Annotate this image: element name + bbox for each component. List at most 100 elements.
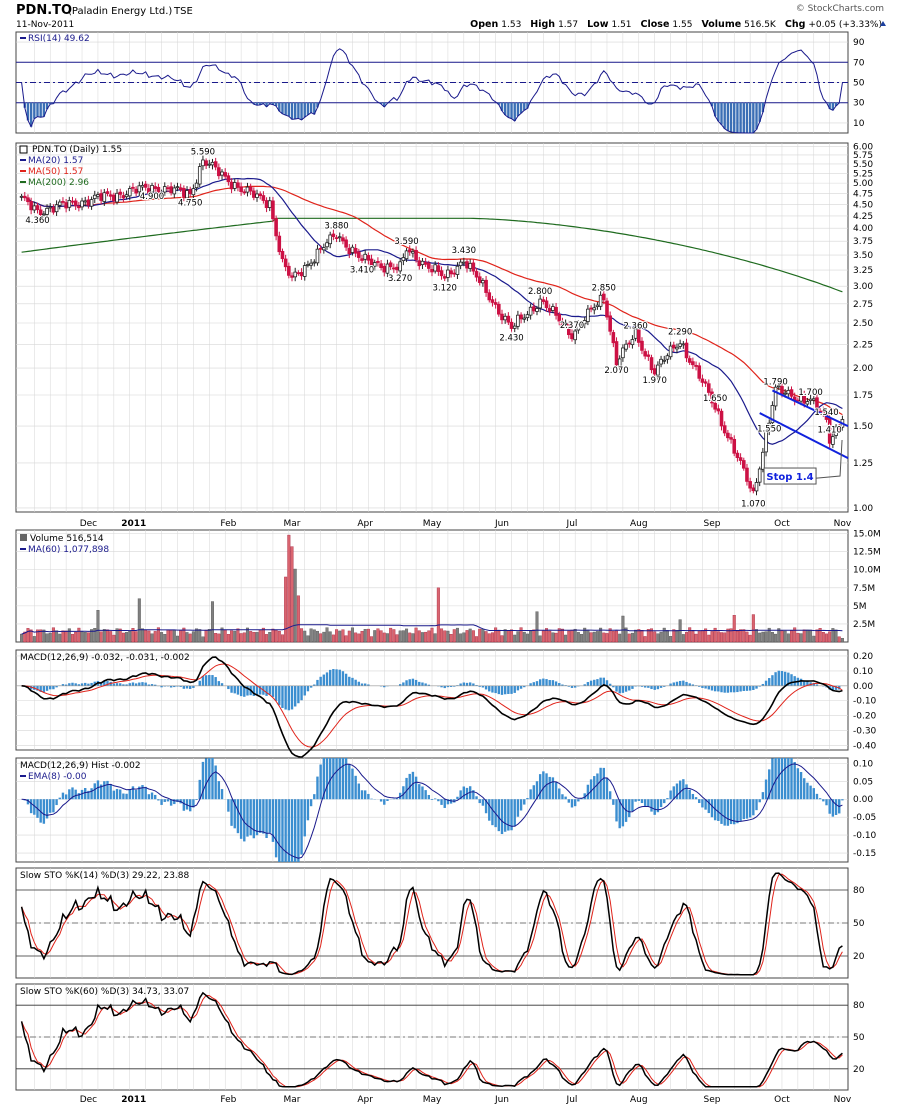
candle-body — [774, 387, 777, 406]
candle-body — [606, 301, 609, 317]
price-annotation: 3.430 — [452, 246, 476, 256]
candle-body — [265, 201, 268, 208]
candle-body — [736, 453, 739, 457]
candle-body — [787, 390, 790, 393]
hist-bar — [701, 799, 703, 807]
candle-body — [660, 359, 663, 364]
candle-body — [33, 206, 36, 210]
hist-bar — [405, 778, 407, 799]
hist-bar — [59, 798, 61, 800]
macd-hist-bar — [281, 686, 283, 708]
hist-bar — [698, 799, 700, 803]
volume-bar — [389, 628, 392, 642]
hist-bar — [339, 758, 341, 799]
volume-bar — [163, 634, 166, 642]
price-legend-title: PDN.TO (Daily) 1.55 — [32, 145, 122, 155]
volume-bar — [291, 547, 294, 642]
y-tick-label: 50 — [853, 919, 865, 929]
volume-bar — [615, 631, 618, 642]
volume-bar — [459, 634, 462, 642]
candle-body — [294, 272, 297, 277]
macd-hist-bar — [469, 682, 471, 685]
candle-body — [189, 190, 192, 194]
macd-hist-bar — [291, 686, 293, 710]
hist-bar — [666, 798, 668, 799]
volume-bar — [711, 631, 714, 642]
volume-bar — [762, 632, 765, 642]
macd-hist-bar — [599, 678, 601, 686]
macd-hist-bar — [444, 686, 446, 688]
volume-bar — [81, 632, 84, 642]
candle-icon — [20, 146, 27, 153]
volume-bar — [513, 635, 516, 642]
hist-bar — [313, 794, 315, 799]
macd-hist-bar — [755, 686, 757, 689]
month-label: Dec — [80, 1095, 97, 1105]
rsi-oversold-fill — [736, 103, 738, 133]
hist-bar — [587, 785, 589, 800]
macd-hist-bar — [593, 680, 595, 686]
macd-hist-bar — [364, 684, 366, 686]
y-tick-label: 7.5M — [853, 584, 875, 594]
hist-bar — [781, 758, 783, 799]
macd-hist-bar — [539, 679, 541, 686]
hist-bar — [650, 799, 652, 811]
macd-hist-bar — [723, 686, 725, 693]
y-tick-label: 1.50 — [853, 422, 873, 432]
hist-bar — [125, 794, 127, 799]
hist-bar — [571, 799, 573, 807]
candle-body — [170, 187, 173, 193]
volume-bar — [765, 632, 768, 642]
hist-bar — [622, 799, 624, 826]
hist-bar — [778, 758, 780, 799]
volume-bar — [456, 628, 459, 642]
macd-hist-bar — [685, 682, 687, 686]
macd-hist-bar — [84, 683, 86, 686]
rsi-oversold-fill — [284, 103, 286, 115]
candle-body — [812, 399, 815, 400]
hist-bar — [803, 778, 805, 799]
volume-bar — [488, 634, 491, 642]
hist-bar — [304, 799, 306, 836]
volume-bar — [507, 631, 510, 642]
volume-bar — [268, 632, 271, 642]
hist-bar — [428, 795, 430, 799]
volume-bar — [84, 632, 87, 642]
candle-body — [806, 402, 809, 405]
hist-bar — [739, 799, 741, 821]
candle-body — [478, 277, 481, 283]
hist-bar — [265, 799, 267, 838]
hist-bar — [396, 798, 398, 799]
volume-bar — [358, 634, 361, 642]
hist-bar — [504, 799, 506, 832]
hist-bar — [167, 799, 169, 801]
candle-body — [278, 236, 281, 252]
volume-bar — [319, 634, 322, 642]
macd-hist-bar — [463, 683, 465, 686]
hist-bar — [717, 799, 719, 821]
macd-hist-bar — [549, 680, 551, 686]
y-tick-label: 1.75 — [853, 391, 873, 401]
candle-body — [125, 195, 128, 197]
macd-hist-bar — [504, 686, 506, 694]
hist-bar — [415, 777, 417, 800]
hist-bar — [52, 799, 54, 812]
y-tick-label: 3.00 — [853, 282, 873, 292]
macd-hist-bar — [736, 686, 738, 692]
hist-bar — [440, 799, 442, 805]
volume-bar — [396, 635, 399, 642]
macd-hist-bar — [234, 686, 236, 694]
candle-body — [653, 369, 656, 374]
stop-label: Stop 1.4 — [766, 472, 813, 483]
hist-bar — [539, 774, 541, 799]
candle-body — [303, 266, 306, 277]
volume-bar — [825, 634, 828, 642]
volume-bar — [504, 629, 507, 642]
volume-bar — [666, 630, 669, 642]
y-tick-label: -0.40 — [853, 742, 877, 752]
price-annotation: 1.790 — [763, 377, 787, 387]
rsi-oversold-fill — [510, 103, 512, 119]
macd-hist-bar — [590, 681, 592, 686]
y-tick-label: 5.25 — [853, 169, 873, 179]
